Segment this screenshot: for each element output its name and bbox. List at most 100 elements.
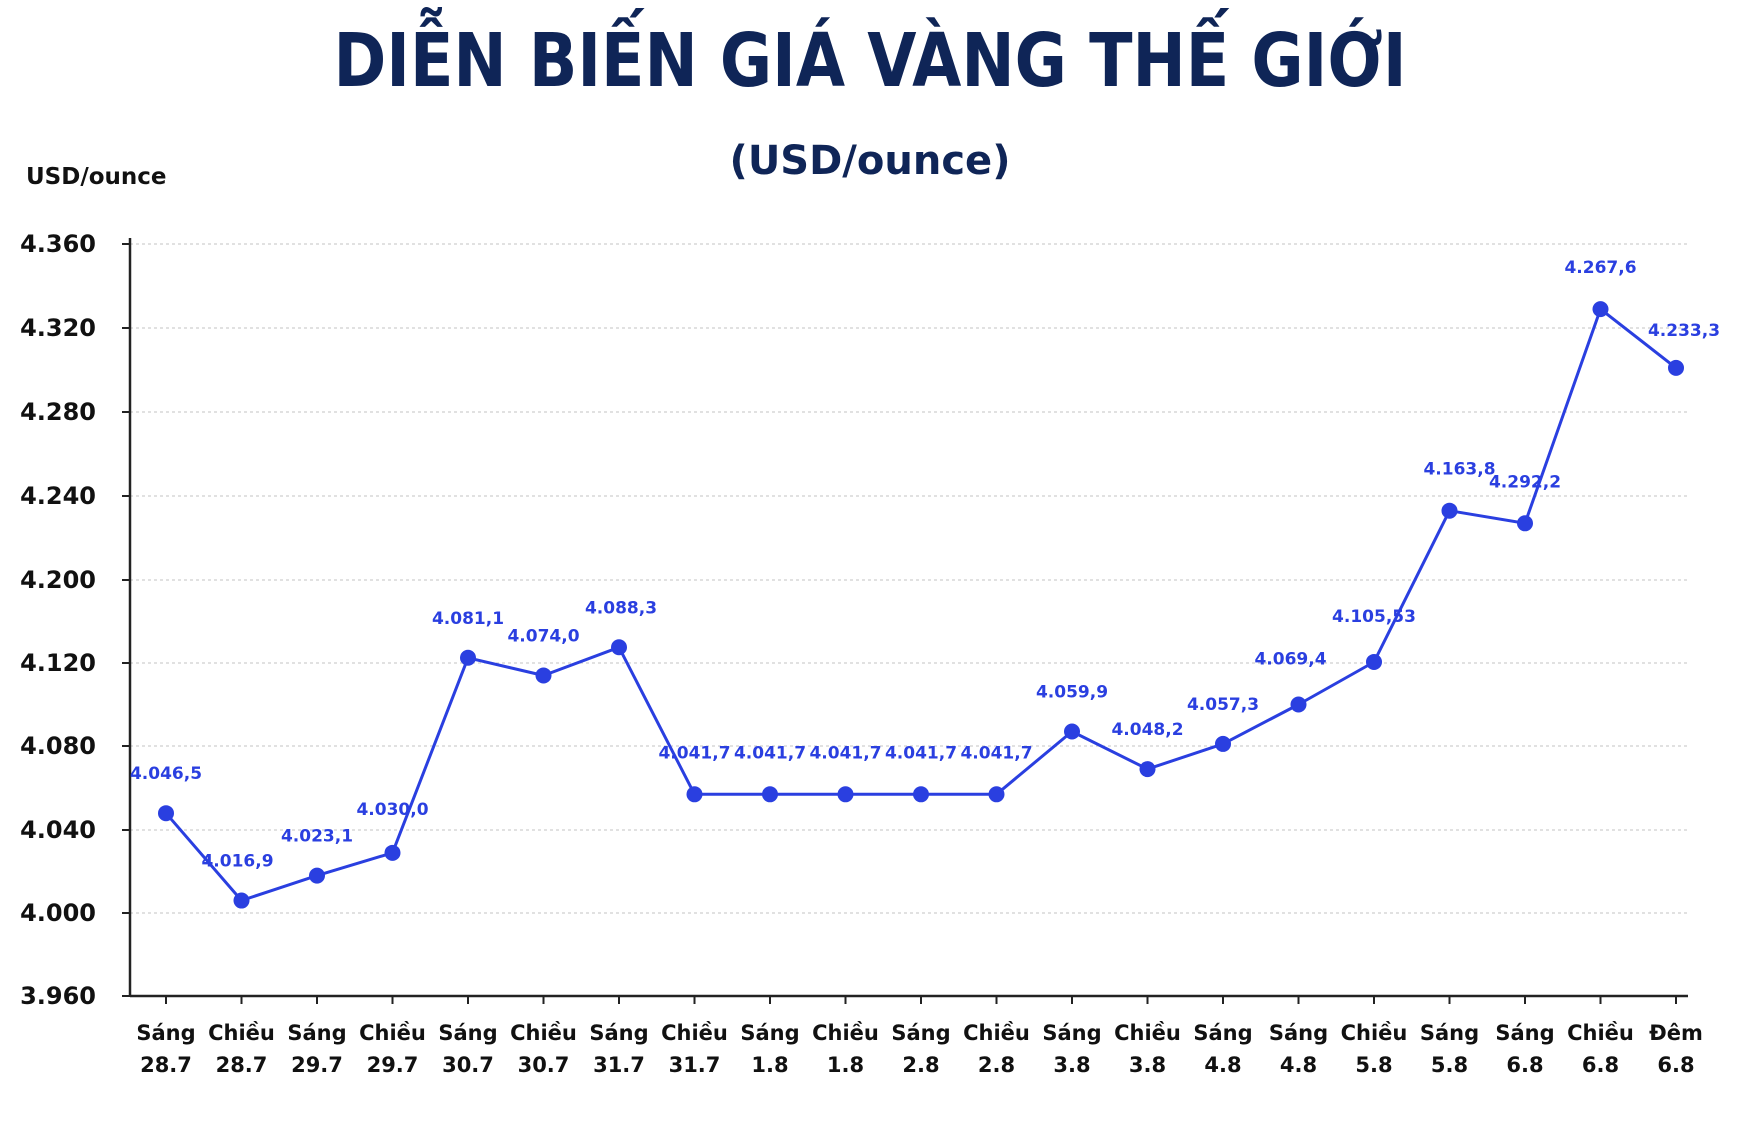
data-point [535,667,552,684]
data-point [1064,723,1080,740]
x-tick-label: Sáng [438,1021,497,1045]
data-point [913,786,929,803]
data-point [837,786,854,803]
x-tick-label: Sáng [740,1021,799,1045]
data-label: 4.105,53 [1332,607,1416,627]
data-label: 4.074,0 [507,626,579,646]
x-tick-label: Sáng [1042,1021,1101,1045]
data-point [1366,653,1382,670]
data-label: 4.163,8 [1423,460,1495,480]
y-tick-label: 4.360 [20,230,96,258]
data-label: 4.041,7 [734,743,806,763]
data-point [686,786,703,803]
y-tick-label: 3.960 [20,982,96,1010]
x-tick-label-date: 28.7 [216,1053,268,1077]
data-point [611,639,627,656]
x-tick-label-date: 31.7 [669,1053,721,1077]
data-point [1592,301,1609,318]
x-tick-label: Chiều [510,1021,577,1045]
chart-subtitle: (USD/ounce) [729,138,1011,184]
data-label: 4.023,1 [281,827,353,847]
data-label: 4.046,5 [130,764,202,784]
data-points [158,301,1684,909]
data-point [988,786,1005,803]
x-tick-label-date: 30.7 [442,1053,494,1077]
data-label: 4.081,1 [432,609,504,629]
axes [122,238,1688,1004]
x-tick-label-date: 4.8 [1204,1053,1241,1077]
y-tick-label: 4.000 [20,899,96,927]
data-label: 4.016,9 [201,852,273,872]
x-tick-label: Sáng [136,1021,195,1045]
x-tick-label-date: 4.8 [1280,1053,1317,1077]
x-tick-label: Chiều [963,1021,1030,1045]
x-tick-label: Chiều [661,1021,728,1045]
data-point [1441,502,1458,519]
x-tick-label: Chiều [1341,1021,1408,1045]
x-tick-label: Chiều [359,1021,426,1045]
data-point [1139,761,1156,778]
data-point [233,892,250,909]
data-point [1517,515,1533,532]
x-tick-label: Sáng [589,1021,648,1045]
y-tick-label: 4.240 [20,482,96,510]
x-tick-label: Sáng [287,1021,346,1045]
y-tick-label: 4.040 [20,816,96,844]
y-tick-label: 4.280 [20,398,96,426]
data-point [158,805,174,822]
data-point [762,786,778,803]
x-tick-label-date: 6.8 [1657,1053,1694,1077]
x-tick-label: Chiều [1114,1021,1181,1045]
data-label: 4.048,2 [1111,720,1183,740]
x-tick-label-date: 3.8 [1129,1053,1166,1077]
data-label: 4.267,6 [1564,258,1636,278]
x-tick-label-date: 2.8 [902,1053,939,1077]
x-tick-label-date: 31.7 [593,1053,645,1077]
data-label: 4.059,9 [1036,682,1108,702]
x-tick-label: Sáng [1269,1021,1328,1045]
data-label: 4.041,7 [809,743,881,763]
x-tick-label: Sáng [891,1021,950,1045]
grid-lines [130,243,1688,914]
x-tick-label-date: 2.8 [978,1053,1015,1077]
x-tick-labels: Sáng 28.7 Chiều 28.7 Sáng 29.7 Chiều 29.7 Sáng 30… [136,1021,1703,1077]
data-labels: 4.046,5 4.016,9 4.023,14.030,0 4.081,14.074… [130,258,1720,871]
x-tick-label-date: 29.7 [367,1053,419,1077]
x-tick-label-date: 5.8 [1431,1053,1468,1077]
x-tick-label-date: 6.8 [1582,1053,1619,1077]
data-point [1215,735,1231,752]
x-tick-label-date: 6.8 [1506,1053,1543,1077]
data-label: 4.069,4 [1254,650,1326,670]
x-tick-label: Sáng [1495,1021,1554,1045]
x-tick-label: Chiều [208,1021,275,1045]
data-label: 4.088,3 [585,598,657,618]
x-tick-label-date: 1.8 [827,1053,864,1077]
data-point [384,844,401,861]
data-label: 4.057,3 [1187,695,1259,715]
data-label: 4.292,2 [1489,472,1561,492]
x-tick-label-date: 5.8 [1355,1053,1392,1077]
data-point [1668,359,1684,376]
chart-title: DIỄN BIẾN GIÁ VÀNG THẾ GIỚI [333,18,1407,104]
x-tick-label: Chiều [812,1021,879,1045]
x-tick-label: Đêm [1649,1021,1703,1045]
data-label: 4.233,3 [1648,321,1720,341]
data-label: 4.030,0 [356,800,428,820]
y-axis-unit-label: USD/ounce [26,164,167,190]
x-tick-label-date: 3.8 [1053,1053,1090,1077]
data-point [309,867,325,884]
data-label: 4.041,7 [960,743,1032,763]
x-tick-label: Chiều [1567,1021,1634,1045]
y-tick-labels: 4.360 4.320 4.280 4.240 4.200 4.120 4.080 4.040… [20,230,96,1010]
y-tick-label: 4.080 [20,732,96,760]
x-tick-label: Sáng [1193,1021,1252,1045]
x-tick-label-date: 1.8 [751,1053,788,1077]
data-label: 4.041,7 [885,743,957,763]
data-point [1290,696,1307,713]
x-tick-label: Sáng [1420,1021,1479,1045]
x-tick-label-date: 29.7 [291,1053,343,1077]
data-point [460,649,476,666]
data-label: 4.041,7 [658,743,730,763]
x-tick-label-date: 28.7 [140,1053,192,1077]
